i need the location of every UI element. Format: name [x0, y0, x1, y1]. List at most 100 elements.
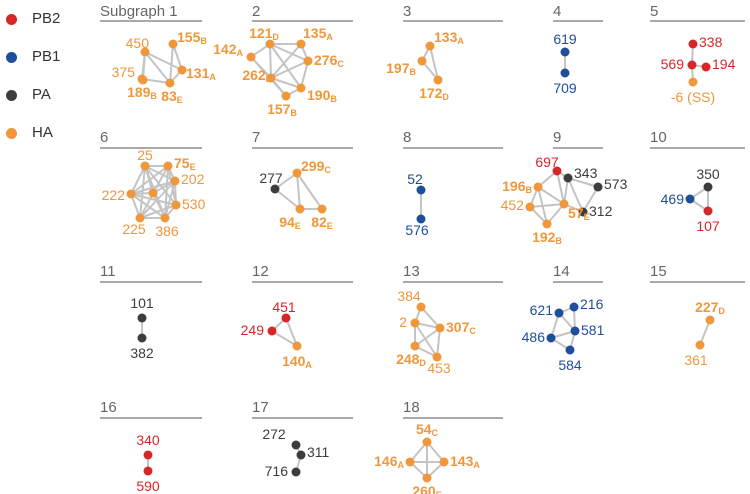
node-label: 2: [399, 314, 407, 330]
subgraph-title: 14: [553, 263, 570, 280]
graph-edge: [169, 43, 174, 84]
graph-node: [593, 182, 603, 192]
node-number: 384: [397, 288, 421, 304]
node-label: 386: [155, 223, 179, 239]
node-subscript: B: [330, 94, 337, 104]
graph-node: [303, 56, 313, 66]
node-subscript: B: [555, 236, 562, 246]
node-label: 25: [137, 147, 153, 163]
subgraph-title: 2: [252, 3, 260, 20]
node-subscript: C: [337, 59, 344, 69]
graph-node: [291, 467, 301, 477]
subgraph-title: 13: [403, 263, 420, 280]
subgraph-title: 3: [403, 3, 411, 20]
node-subscript: E: [295, 221, 301, 231]
node-number: 57: [568, 205, 584, 221]
node-label: 584: [558, 357, 582, 373]
node-subscript: B: [410, 67, 417, 77]
subgraph-panel: 4 619 709: [553, 3, 603, 96]
graph-node: [267, 326, 277, 336]
node-label: 621: [530, 302, 554, 318]
graph-node: [688, 39, 698, 49]
node-number: 216: [580, 296, 604, 312]
graph-node: [137, 313, 147, 323]
subgraph-panel: 8 52 576: [403, 129, 503, 238]
graph-edge: [270, 60, 309, 79]
graph-node: [168, 39, 178, 49]
node-label: 576: [405, 222, 429, 238]
subgraph-title: 10: [650, 129, 667, 146]
subgraph-title: 11: [100, 263, 116, 280]
node-number: 107: [696, 218, 720, 234]
node-number: 619: [553, 31, 577, 47]
subgraph-title: 5: [650, 3, 658, 20]
graph-node: [410, 341, 420, 351]
graph-edge: [537, 186, 565, 205]
graph-edge: [139, 204, 177, 219]
subgraph-panel: 11 101 382: [100, 263, 202, 361]
graph-edge: [269, 43, 309, 62]
node-number: 299: [301, 158, 325, 174]
node-label: 121D: [249, 25, 279, 42]
graph-node: [705, 315, 715, 325]
node-number: 25: [137, 147, 153, 163]
graph-node: [570, 326, 580, 336]
subgraph-title: 16: [100, 399, 117, 416]
subgraph-title: 17: [252, 399, 269, 416]
node-number: 486: [522, 329, 546, 345]
graph-edge: [556, 170, 565, 205]
node-number: 469: [661, 191, 685, 207]
graph-edge: [285, 317, 298, 347]
node-number: 133: [434, 29, 458, 45]
node-label: 299C: [301, 158, 331, 175]
node-subscript: A: [209, 72, 216, 82]
node-label: 581: [581, 322, 605, 338]
node-subscript: C: [469, 326, 476, 336]
graph-node: [703, 206, 713, 216]
node-label: 225: [122, 221, 146, 237]
graph-edge: [414, 322, 438, 358]
graph-node: [295, 204, 305, 214]
subgraph-title: 18: [403, 399, 420, 416]
legend-label-pa: PA: [32, 86, 51, 103]
node-number: 135: [303, 25, 327, 41]
node-label: 452: [501, 197, 525, 213]
node-subscript: A: [237, 48, 244, 58]
subgraph-panel: 15 227D 361: [650, 263, 745, 368]
node-label: 530: [182, 196, 206, 212]
node-number: 197: [386, 60, 410, 76]
graph-node: [425, 41, 435, 51]
graph-node: [410, 318, 420, 328]
graph-edge: [296, 172, 323, 210]
legend-dot-ha: [6, 128, 17, 139]
graph-node: [569, 302, 579, 312]
node-number: 54: [416, 421, 432, 437]
node-label: 107: [696, 218, 720, 234]
node-label: -6 (SS): [671, 89, 715, 105]
node-number: 340: [136, 432, 160, 448]
graph-node: [435, 323, 445, 333]
node-number: 530: [182, 196, 206, 212]
graph-node: [563, 173, 573, 183]
graph-node: [416, 214, 426, 224]
node-number: 452: [501, 197, 525, 213]
node-label: 361: [684, 352, 708, 368]
graph-edge: [144, 165, 154, 194]
legend: PB2 PB1 PA HA: [0, 0, 90, 200]
graph-node: [160, 213, 170, 223]
graph-node: [565, 345, 575, 355]
node-number: 143: [450, 453, 474, 469]
node-subscript: D: [272, 32, 279, 42]
node-label: 469: [661, 191, 685, 207]
node-label: 716: [265, 463, 289, 479]
node-number: 382: [130, 345, 154, 361]
subgraph-title: Subgraph 1: [100, 3, 178, 20]
node-label: 272: [262, 426, 286, 442]
node-number: 248: [396, 351, 420, 367]
graph-node: [542, 219, 552, 229]
node-label: 277: [259, 170, 283, 186]
graph-node: [140, 47, 150, 57]
node-label: 52: [407, 171, 423, 187]
